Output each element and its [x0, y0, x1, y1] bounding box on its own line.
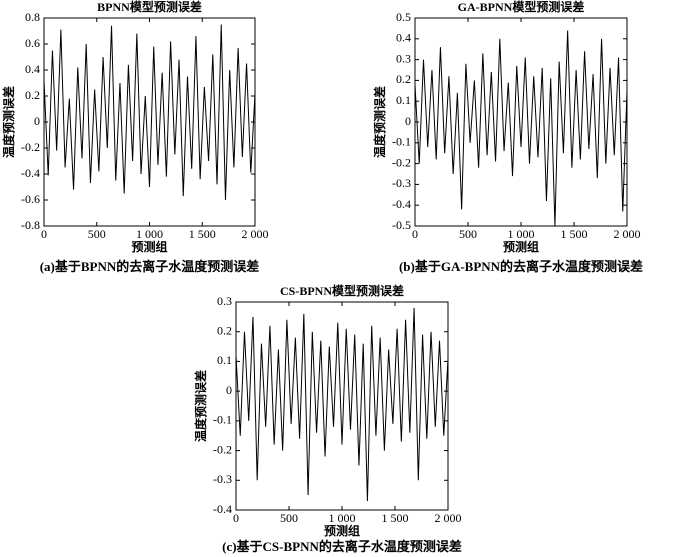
error-line: [235, 307, 449, 502]
x-axis-label: 预测组: [324, 523, 360, 538]
x-tick-label: 500: [88, 227, 106, 241]
x-tick-label: 500: [459, 227, 477, 241]
y-tick-label: 0.4: [25, 62, 40, 76]
x-axis-label: 预测组: [131, 239, 167, 254]
y-tick-label: 0: [226, 383, 232, 397]
x-tick-label: 2 000: [242, 227, 269, 241]
error-line: [43, 24, 256, 201]
y-axis-label: 温度预测误差: [193, 370, 208, 442]
x-tick-label: 0: [233, 511, 239, 525]
y-tick-label: -0.4: [21, 166, 40, 180]
chart-title: BPNN模型预测误差: [97, 0, 202, 14]
y-tick-label: -0.5: [392, 218, 411, 232]
y-tick-label: -0.8: [21, 218, 40, 232]
y-axis-label: 温度预测误差: [1, 86, 16, 158]
y-tick-label: -0.1: [392, 135, 411, 149]
y-tick-label: -0.6: [21, 192, 40, 206]
x-tick-label: 1 000: [136, 227, 163, 241]
x-tick-label: 500: [280, 511, 298, 525]
y-tick-label: 0: [405, 114, 411, 128]
y-tick-label: 0.6: [25, 36, 40, 50]
x-tick-label: 0: [412, 227, 418, 241]
chart-title: CS-BPNN模型预测误差: [280, 283, 404, 298]
y-tick-label: -0.2: [392, 155, 411, 169]
x-tick-label: 1 500: [382, 511, 409, 525]
y-tick-label: 0.1: [217, 353, 232, 367]
y-tick-label: -0.4: [213, 502, 232, 516]
y-tick-label: -0.2: [21, 140, 40, 154]
y-tick-label: 0.3: [396, 51, 411, 65]
x-tick-label: 1 000: [329, 511, 356, 525]
y-tick-label: -0.2: [213, 442, 232, 456]
x-axis-label: 预测组: [503, 239, 539, 254]
x-tick-label: 0: [41, 227, 47, 241]
x-tick-label: 1 000: [508, 227, 535, 241]
y-tick-label: 0.2: [217, 323, 232, 337]
y-tick-label: -0.3: [213, 472, 232, 486]
axes-box: [414, 17, 628, 227]
y-axis-label: 温度预测误差: [372, 86, 387, 158]
x-tick-label: 1 500: [189, 227, 216, 241]
error-line: [414, 30, 628, 227]
axes-box: [43, 17, 256, 227]
caption: (b)基于GA-BPNN的去离子水温度预测误差: [399, 259, 643, 274]
y-tick-label: 0.2: [25, 88, 40, 102]
y-tick-label: 0: [34, 114, 40, 128]
x-tick-label: 2 000: [614, 227, 641, 241]
x-tick-label: 2 000: [435, 511, 462, 525]
x-tick-label: 1 500: [561, 227, 588, 241]
chart-title: GA-BPNN模型预测误差: [458, 0, 585, 14]
y-tick-label: 0.3: [217, 294, 232, 308]
y-tick-label: -0.1: [213, 413, 232, 427]
y-tick-label: 0.2: [396, 72, 411, 86]
y-tick-label: 0.8: [25, 10, 40, 24]
caption: (c)基于CS-BPNN的去离子水温度预测误差: [222, 539, 462, 554]
y-tick-label: 0.5: [396, 10, 411, 24]
y-tick-label: -0.3: [392, 176, 411, 190]
y-tick-label: 0.1: [396, 93, 411, 107]
caption: (a)基于BPNN的去离子水温度预测误差: [40, 259, 260, 274]
axes-box: [235, 301, 449, 511]
y-tick-label: -0.4: [392, 197, 411, 211]
y-tick-label: 0.4: [396, 31, 411, 45]
